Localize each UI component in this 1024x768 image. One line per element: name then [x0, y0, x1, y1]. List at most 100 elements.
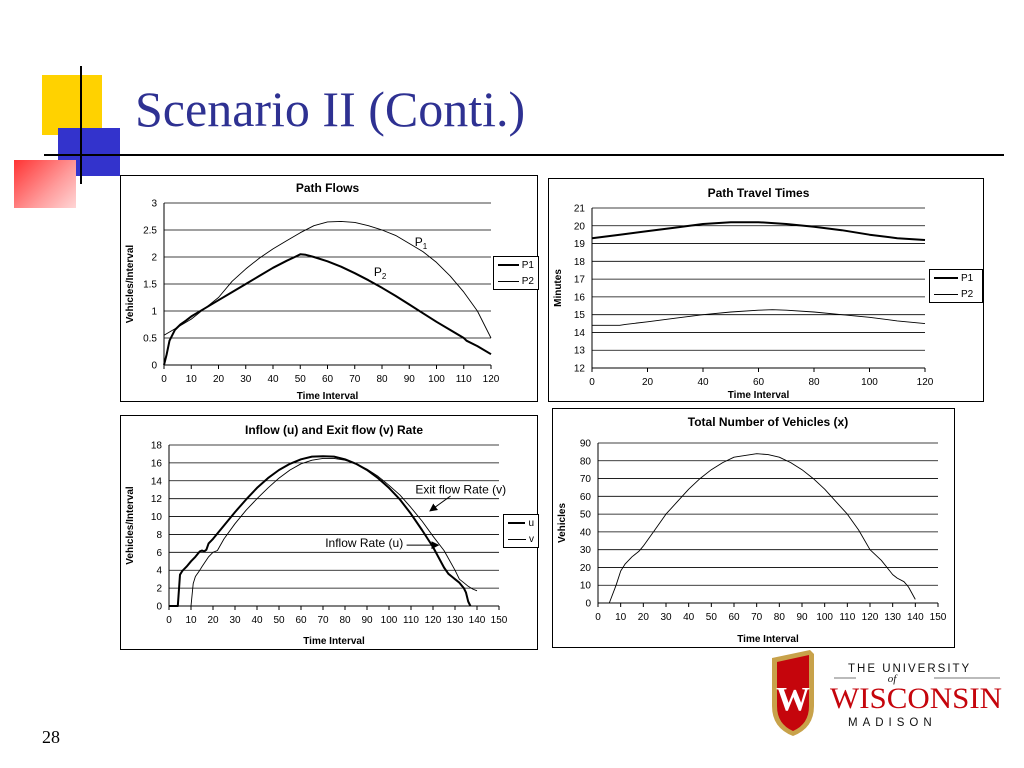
x-tick-label: 50	[706, 612, 718, 623]
legend-item-p2: P2	[930, 286, 982, 302]
x-tick-label: 60	[728, 612, 740, 623]
chart-inflow-exit-flow-svg: Inflow (u) and Exit flow (v) Rate 0 2 4 6 8 10…	[125, 423, 508, 647]
chart-title: Inflow (u) and Exit flow (v) Rate	[245, 423, 423, 437]
x-tick-label: 50	[273, 615, 285, 626]
svg-text:MADISON: MADISON	[848, 717, 937, 729]
x-tick-label: 150	[930, 612, 947, 623]
deco-horizontal-line	[44, 154, 1004, 156]
legend-item-p1: P1	[930, 270, 982, 286]
deco-vertical-line	[80, 66, 82, 184]
x-tick-label: 20	[207, 615, 219, 626]
y-tick-label: 8	[156, 530, 162, 541]
page-number: 28	[42, 727, 60, 747]
x-tick-label: 110	[839, 612, 855, 623]
x-tick-label: 60	[322, 374, 334, 385]
y-axis-label: Vehicles/Interval	[125, 245, 136, 324]
svg-text:W: W	[776, 681, 810, 718]
x-tick-label: 130	[884, 612, 901, 623]
x-tick-label: 100	[381, 615, 398, 626]
svg-text:of: of	[888, 673, 899, 685]
x-tick-label: 100	[816, 612, 833, 623]
y-tick-label: 19	[574, 239, 586, 250]
chart-total-vehicles: Total Number of Vehicles (x) 0 10 20 30 40 50 6…	[552, 408, 955, 648]
x-axis-label: Time Interval	[297, 391, 359, 402]
y-tick-label: 4	[156, 566, 162, 577]
y-tick-label: 30	[580, 545, 592, 556]
annotation-label: P1	[415, 235, 428, 251]
y-tick-label: 40	[580, 527, 592, 538]
y-tick-label: 13	[574, 346, 586, 357]
x-tick-label: 70	[349, 374, 361, 385]
x-tick-label: 140	[469, 615, 486, 626]
chart-title: Path Travel Times	[708, 186, 810, 200]
x-tick-label: 30	[240, 374, 252, 385]
y-tick-label: 50	[580, 510, 592, 521]
deco-yellow-square	[42, 75, 102, 135]
legend-path-flows: P1 P2	[493, 256, 539, 290]
x-tick-label: 130	[447, 615, 464, 626]
slide-title: Scenario II (Conti.)	[135, 81, 526, 137]
x-tick-label: 80	[808, 377, 820, 388]
y-tick-label: 70	[580, 474, 592, 485]
series-line-v	[169, 457, 478, 607]
y-tick-label: 18	[151, 441, 163, 452]
chart-path-travel-times: Path Travel Times 12 13 14 15 16 17 18 19 20 21 0 20…	[548, 178, 984, 402]
y-tick-label: 14	[574, 328, 586, 339]
x-tick-label: 70	[751, 612, 763, 623]
y-tick-label: 2.5	[143, 226, 157, 237]
svg-text:WISCONSIN: WISCONSIN	[830, 682, 1002, 715]
x-tick-label: 90	[404, 374, 416, 385]
x-tick-label: 140	[907, 612, 924, 623]
series-line-u	[169, 455, 472, 607]
y-tick-label: 80	[580, 456, 592, 467]
y-tick-label: 60	[580, 492, 592, 503]
x-tick-label: 0	[589, 377, 595, 388]
x-tick-label: 110	[403, 615, 419, 626]
legend-item-p1: P1	[494, 257, 538, 273]
y-tick-label: 2	[156, 584, 162, 595]
y-tick-label: 2	[151, 253, 157, 264]
arrow-exit-flow	[429, 495, 451, 512]
y-axis-label: Minutes	[553, 269, 564, 307]
y-tick-label: 0	[585, 599, 591, 610]
series-line-P1	[163, 253, 492, 366]
x-axis-label: Time Interval	[303, 636, 365, 647]
x-tick-label: 30	[229, 615, 241, 626]
chart-path-travel-times-svg: Path Travel Times 12 13 14 15 16 17 18 19 20 21 0 20…	[553, 186, 934, 401]
x-tick-label: 120	[425, 615, 442, 626]
svg-text:THE UNIVERSITY: THE UNIVERSITY	[848, 663, 971, 675]
x-tick-label: 100	[428, 374, 445, 385]
chart-title: Path Flows	[296, 181, 360, 195]
y-tick-label: 1	[151, 307, 157, 318]
x-tick-label: 20	[642, 377, 654, 388]
x-tick-label: 40	[683, 612, 695, 623]
chart-inflow-exit-flow: Inflow (u) and Exit flow (v) Rate 0 2 4 6 8 10…	[120, 415, 539, 650]
x-tick-label: 120	[483, 374, 500, 385]
x-tick-label: 80	[774, 612, 786, 623]
x-tick-label: 10	[186, 374, 198, 385]
x-tick-label: 150	[491, 615, 508, 626]
x-tick-label: 50	[295, 374, 307, 385]
x-tick-label: 10	[185, 615, 197, 626]
legend-item-p2: P2	[494, 273, 538, 289]
y-tick-label: 20	[574, 221, 586, 232]
y-tick-label: 6	[156, 548, 162, 559]
legend-inflow-exit-flow: u v	[503, 514, 539, 548]
y-tick-label: 12	[151, 494, 163, 505]
annotation-label: Exit flow Rate (v)	[415, 482, 506, 496]
chart-total-vehicles-svg: Total Number of Vehicles (x) 0 10 20 30 40 50 6…	[557, 415, 947, 645]
y-tick-label: 90	[580, 439, 592, 450]
y-tick-label: 10	[580, 581, 592, 592]
chart-title: Total Number of Vehicles (x)	[688, 415, 848, 429]
y-axis-label: Vehicles	[557, 503, 568, 543]
legend-item-u: u	[504, 515, 538, 531]
y-tick-label: 17	[574, 275, 586, 286]
y-tick-label: 1.5	[143, 280, 157, 291]
legend-path-travel-times: P1 P2	[929, 269, 983, 303]
annotation-label: Inflow Rate (u)	[325, 536, 403, 550]
legend-item-v: v	[504, 531, 538, 547]
x-tick-label: 40	[697, 377, 709, 388]
x-tick-label: 120	[917, 377, 934, 388]
y-tick-label: 14	[151, 476, 163, 487]
